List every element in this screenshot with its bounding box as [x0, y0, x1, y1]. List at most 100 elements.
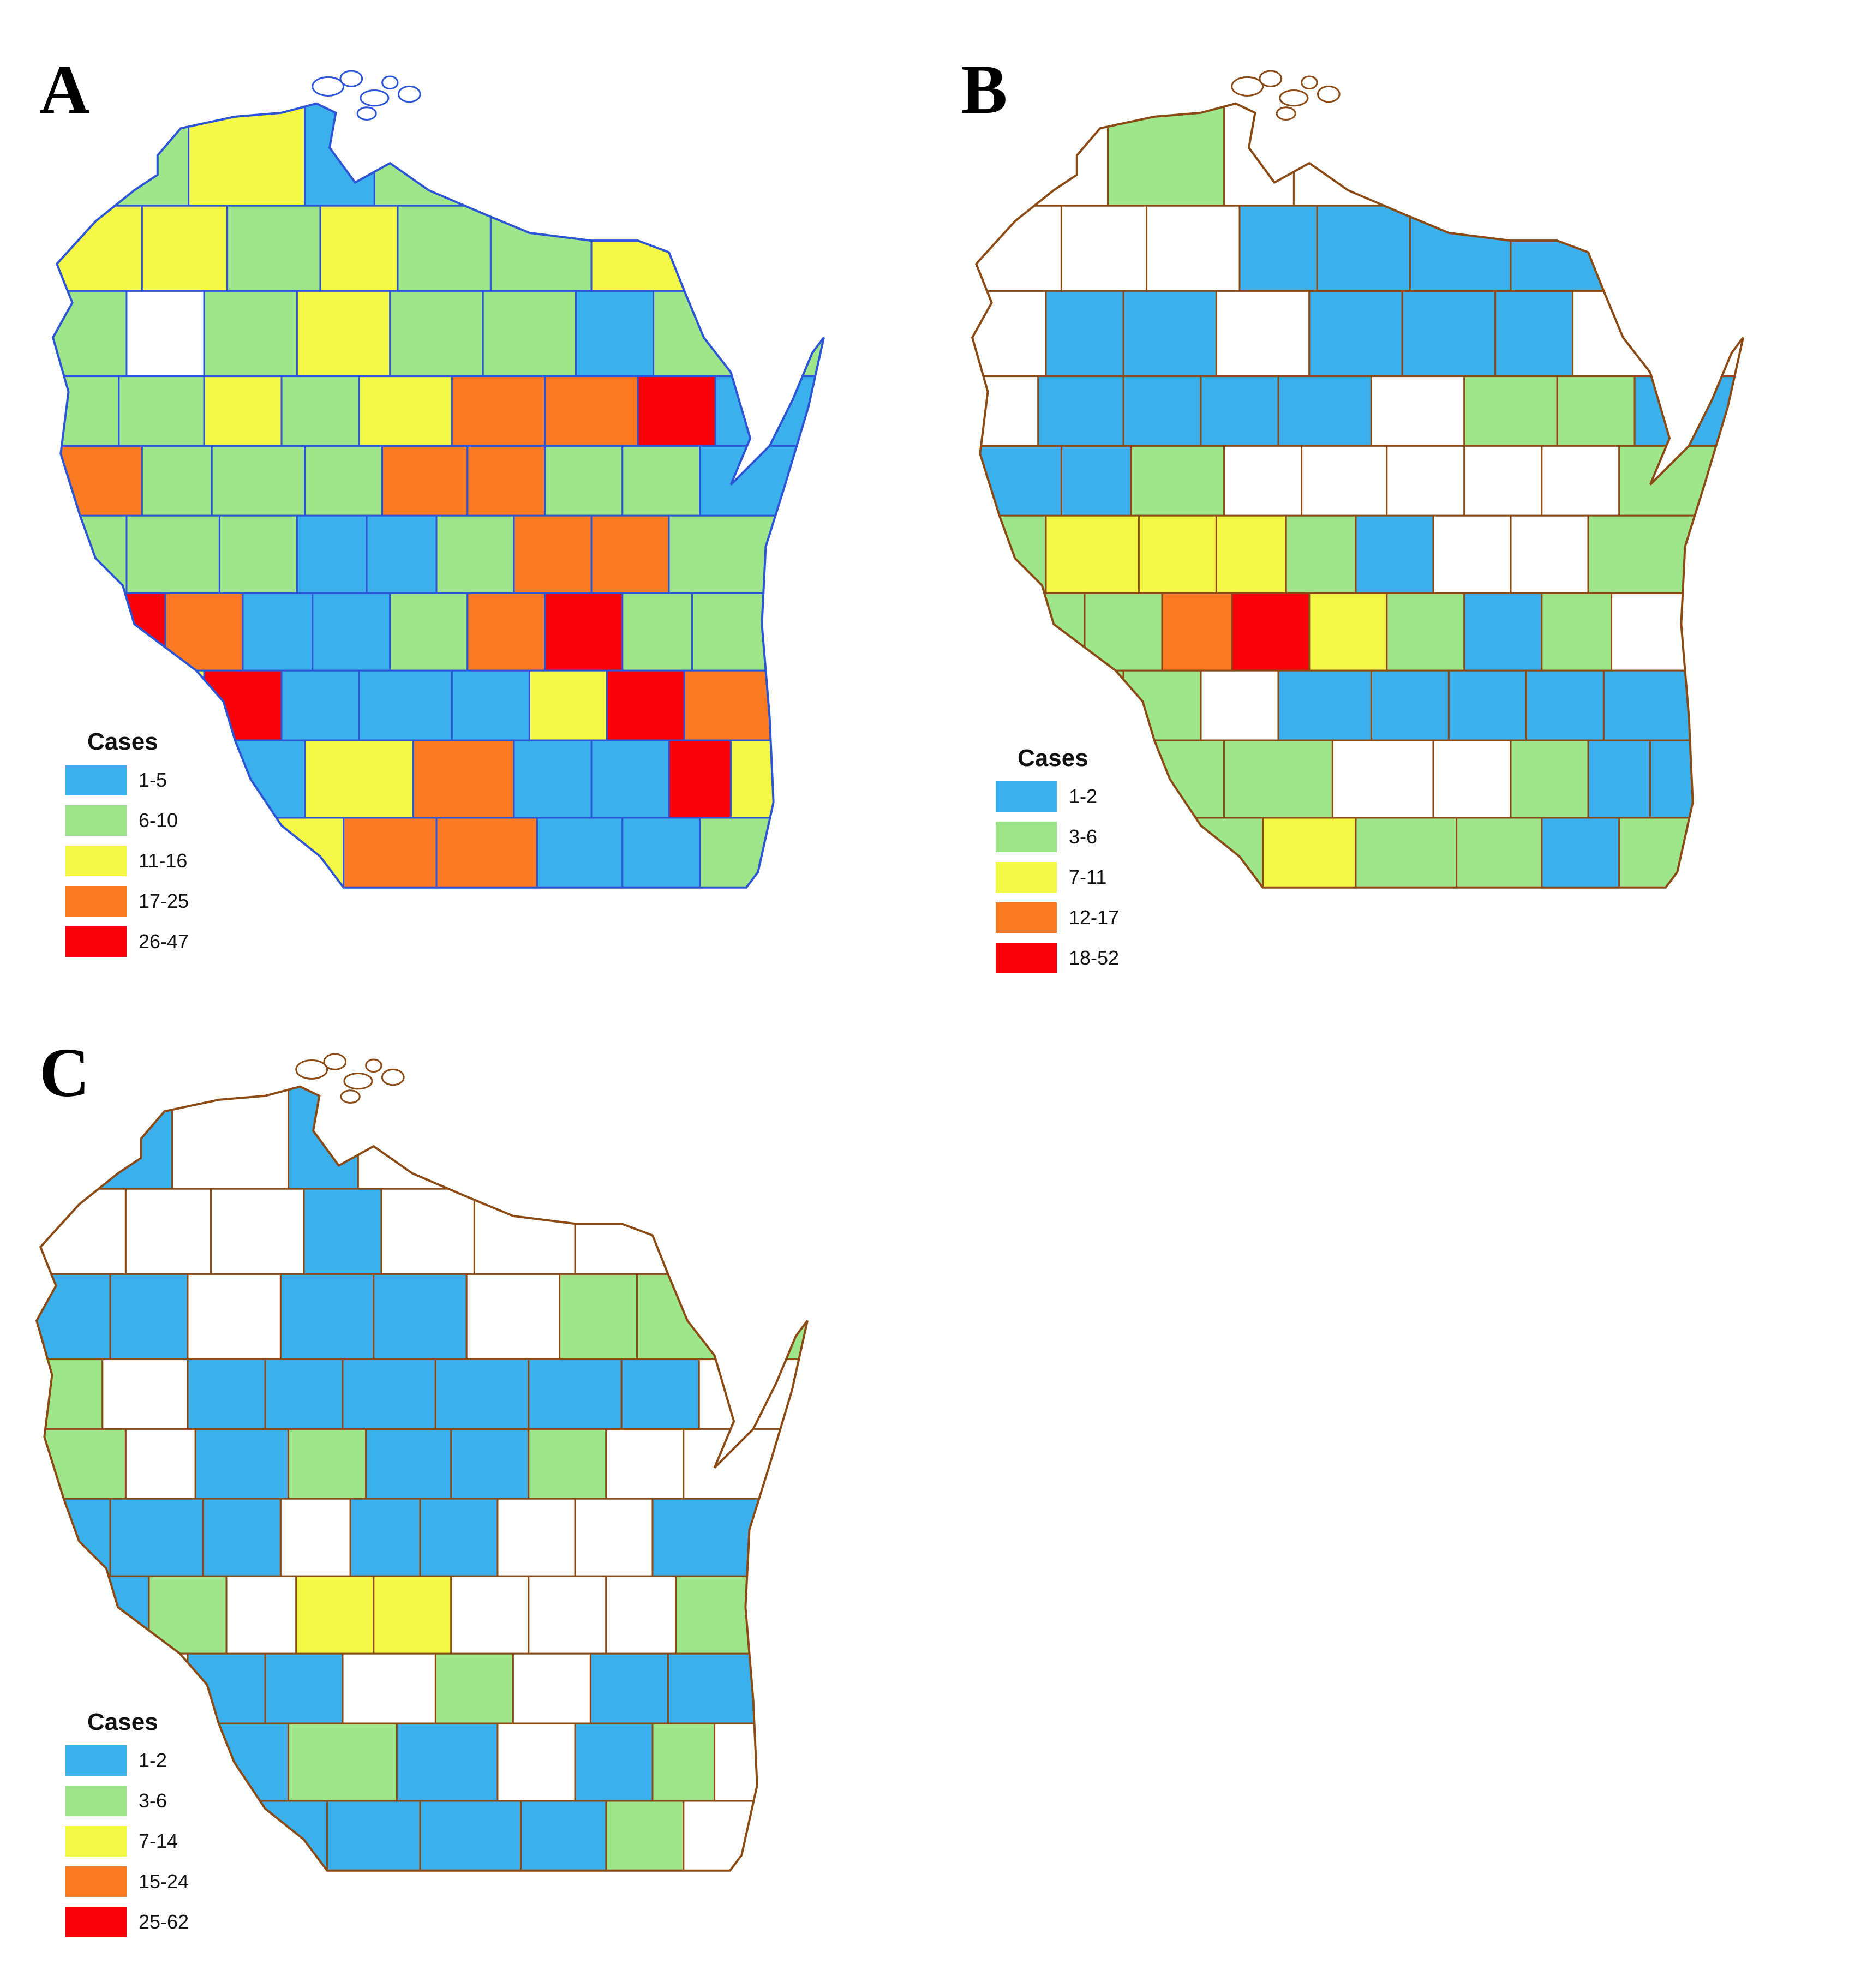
county [513, 739, 593, 819]
county [304, 739, 414, 819]
legend-item: 3-6 [65, 1784, 189, 1818]
county [349, 1498, 421, 1577]
county [434, 1652, 514, 1724]
legend-label: 25-62 [139, 1911, 189, 1933]
county [465, 1086, 576, 1190]
legend-item: 7-14 [65, 1824, 189, 1858]
county [699, 445, 824, 517]
legend-label: 12-17 [1069, 906, 1120, 929]
legend-swatch [996, 781, 1057, 812]
county [1122, 375, 1202, 447]
county [450, 1575, 530, 1655]
county [141, 205, 229, 292]
county [1200, 669, 1279, 741]
county [412, 739, 515, 819]
island [360, 89, 390, 107]
county [559, 1273, 638, 1361]
legend-swatch [65, 846, 127, 876]
county-map-c [35, 1053, 809, 1872]
county [381, 445, 469, 517]
county [1200, 375, 1279, 447]
panel-c: C Cases 1-2 3-6 7-14 15-24 25-62 [0, 994, 930, 1988]
county [171, 1086, 290, 1190]
county [972, 375, 1039, 447]
island [1301, 75, 1318, 90]
county [1238, 205, 1318, 292]
county [1447, 669, 1527, 741]
county [1231, 592, 1311, 672]
panel-letter-c: C [39, 1034, 90, 1111]
county [496, 1498, 576, 1577]
county [396, 1722, 499, 1802]
county [653, 290, 824, 378]
county [434, 1358, 530, 1430]
county [141, 445, 213, 517]
county [1463, 445, 1543, 517]
county [373, 1575, 452, 1655]
county [730, 739, 824, 819]
legend-label: 18-52 [1069, 947, 1120, 969]
county [101, 1358, 189, 1430]
panel-letter-a: A [39, 51, 90, 128]
legend-item: 25-62 [65, 1905, 189, 1939]
county [1409, 205, 1512, 292]
county [279, 1273, 375, 1361]
county [1122, 290, 1217, 378]
legend-label: 11-16 [139, 849, 188, 872]
county [714, 1722, 808, 1802]
county [1223, 739, 1333, 819]
county [590, 205, 685, 292]
county [668, 514, 824, 594]
county [1587, 514, 1744, 594]
county [1541, 592, 1613, 672]
county [1432, 739, 1512, 819]
county [512, 1652, 591, 1724]
county [1370, 669, 1450, 741]
county [37, 1498, 111, 1577]
county [1301, 445, 1388, 517]
legend-swatch [65, 1866, 127, 1897]
county [1308, 592, 1388, 672]
county [621, 817, 701, 888]
county [574, 1086, 808, 1190]
county [574, 1498, 654, 1577]
county [419, 1800, 522, 1871]
county [358, 669, 453, 741]
county [264, 1652, 344, 1724]
county [397, 205, 492, 292]
county [544, 375, 639, 447]
county [187, 1652, 266, 1724]
county [972, 592, 1086, 672]
county [1107, 103, 1225, 207]
county-map-a [51, 70, 825, 889]
county [1355, 817, 1458, 888]
county [667, 1188, 808, 1275]
county [1316, 205, 1411, 292]
state-outline [971, 102, 1744, 889]
legend-swatch [65, 1826, 127, 1857]
county [1386, 592, 1465, 672]
legend-swatch [65, 1745, 127, 1776]
county [683, 1428, 808, 1500]
county [288, 1428, 367, 1500]
county [536, 817, 624, 888]
county [1308, 290, 1403, 378]
county [1602, 205, 1744, 292]
legend-label: 7-11 [1069, 866, 1107, 888]
county [691, 592, 824, 672]
county [574, 1188, 669, 1275]
county [366, 514, 438, 594]
county [1649, 739, 1744, 819]
county [37, 1575, 150, 1655]
county [1618, 445, 1744, 517]
county [1215, 514, 1287, 594]
county [589, 1652, 669, 1724]
county [118, 375, 205, 447]
county [226, 205, 321, 292]
legend-item: 17-25 [65, 884, 189, 918]
county [242, 592, 314, 672]
county [296, 514, 368, 594]
legend-label: 26-47 [139, 930, 189, 953]
island [340, 1089, 361, 1104]
county [53, 445, 143, 517]
